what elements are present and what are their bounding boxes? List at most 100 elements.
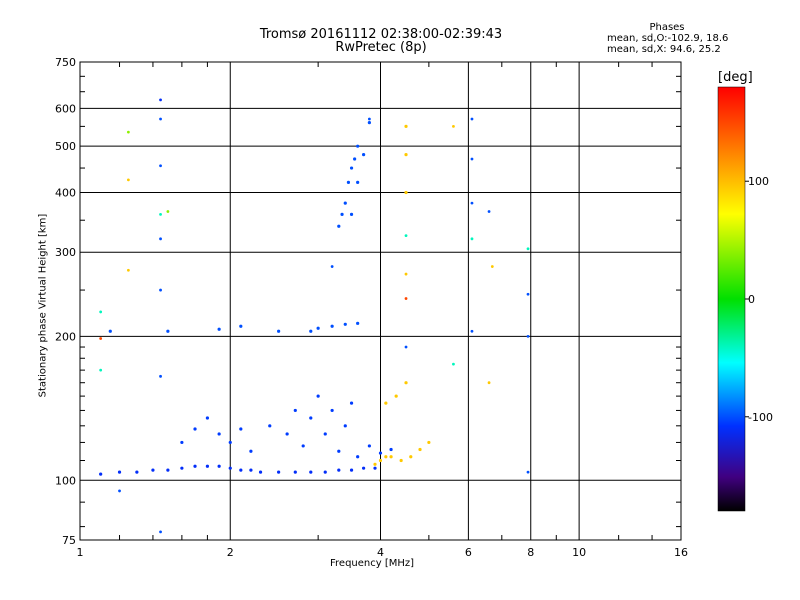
data-point (404, 381, 408, 385)
x-tick-label: 1 (77, 546, 84, 559)
data-point (378, 458, 383, 463)
data-point (404, 297, 408, 300)
data-point (159, 530, 162, 534)
colorbar-ticks: 100 0 -100 (745, 175, 773, 424)
data-point (159, 212, 162, 216)
data-point (126, 178, 130, 182)
y-tick-label: 750 (55, 56, 76, 69)
data-point (356, 144, 360, 148)
data-point (349, 166, 354, 170)
chart-title: Tromsø 20161112 02:38:00-02:39:43 (259, 27, 503, 42)
data-point (346, 180, 351, 184)
data-point (427, 440, 431, 445)
data-point (404, 345, 408, 349)
data-point (309, 470, 313, 474)
data-point (159, 288, 162, 292)
data-point (323, 432, 327, 436)
data-point (404, 124, 408, 128)
data-point (394, 394, 398, 398)
x-tick-label: 10 (572, 546, 586, 559)
data-point (277, 470, 281, 474)
data-point (99, 310, 103, 314)
phases-x-mode: mean, sd,X: 94.6, 25.2 (607, 44, 721, 55)
colorbar-tick-label: 0 (748, 293, 755, 306)
data-point (180, 440, 184, 445)
data-point (249, 468, 253, 472)
data-point (166, 468, 170, 472)
data-point (151, 468, 155, 472)
x-tick-label: 2 (227, 546, 234, 559)
data-point (343, 424, 347, 428)
data-point (452, 362, 455, 366)
data-point (309, 416, 313, 420)
data-point (367, 121, 371, 125)
data-point (193, 427, 197, 431)
data-point (205, 464, 210, 468)
data-point (330, 408, 334, 413)
data-point (239, 324, 243, 328)
data-point (349, 468, 354, 472)
data-point (384, 401, 388, 405)
data-point (205, 416, 210, 420)
data-point (470, 237, 474, 241)
data-point (487, 210, 491, 213)
data-point (343, 201, 347, 205)
data-point (452, 124, 455, 128)
data-point (217, 327, 221, 331)
plot-frame (79, 61, 682, 541)
data-point (384, 455, 388, 459)
data-point (409, 455, 413, 459)
colorbar-tick-label: -100 (748, 411, 773, 424)
y-axis-label: Stationary phase Virtual Height [km] (37, 213, 49, 398)
data-point (404, 234, 408, 237)
data-point (309, 329, 313, 333)
data-point (340, 212, 344, 216)
data-point (118, 489, 121, 493)
data-point (404, 272, 408, 276)
data-point (228, 466, 232, 470)
y-tick-label: 600 (55, 102, 76, 115)
data-point (301, 444, 305, 448)
data-point (526, 247, 530, 251)
data-point (367, 117, 371, 121)
y-tick-label: 400 (55, 186, 76, 199)
y-axis-ticks: 75 100 200 300 400 500 600 750 (55, 56, 76, 547)
data-point (316, 326, 320, 330)
grid (80, 62, 681, 540)
data-points (99, 98, 530, 534)
data-point (126, 268, 130, 272)
data-point (349, 401, 354, 405)
data-point (166, 329, 170, 333)
x-tick-label: 8 (527, 546, 534, 559)
data-point (487, 381, 491, 385)
data-point (362, 466, 366, 470)
y-tick-label: 300 (55, 246, 76, 259)
data-point (343, 322, 347, 326)
data-point (239, 468, 243, 472)
data-point (356, 321, 360, 325)
data-point (159, 164, 162, 168)
data-point (217, 432, 221, 436)
data-point (99, 337, 103, 340)
phases-heading: Phases (649, 22, 685, 33)
y-tick-label: 75 (62, 534, 76, 547)
y-tick-label: 200 (55, 330, 76, 343)
data-point (117, 470, 122, 474)
data-point (373, 462, 377, 466)
data-point (349, 212, 354, 216)
x-tick-label: 16 (674, 546, 688, 559)
phases-info: Phases mean, sd,O:-102.9, 18.6 mean, sd,… (607, 22, 728, 55)
data-point (470, 329, 474, 333)
data-point (526, 470, 530, 474)
data-point (159, 237, 162, 241)
x-axis-label: Frequency [MHz] (330, 558, 415, 569)
data-point (159, 117, 162, 121)
phases-o-mode: mean, sd,O:-102.9, 18.6 (607, 33, 729, 44)
y-tick-label: 100 (55, 474, 76, 487)
data-point (228, 440, 232, 445)
data-point (193, 464, 197, 468)
data-point (470, 157, 474, 161)
data-point (526, 334, 530, 338)
data-point (217, 464, 221, 468)
